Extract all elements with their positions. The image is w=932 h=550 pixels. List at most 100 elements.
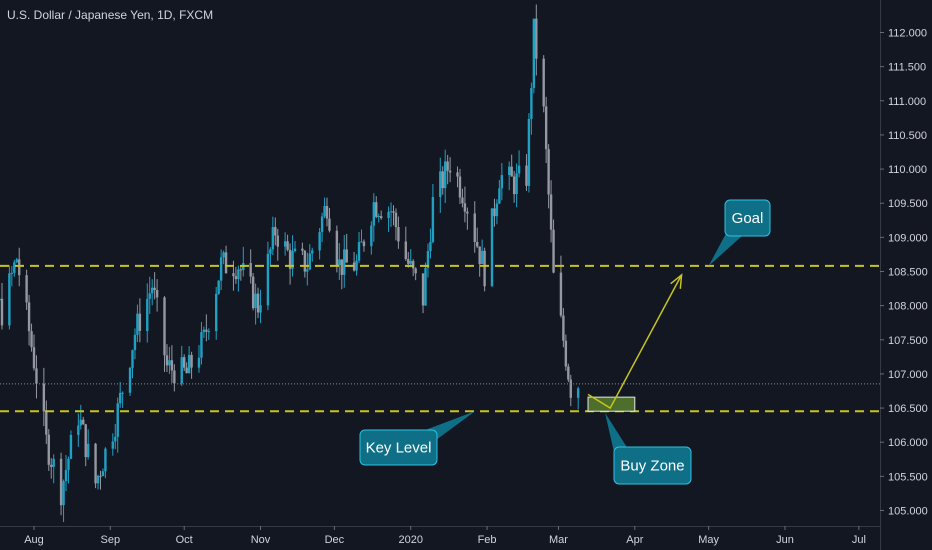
candle-body (197, 357, 201, 368)
candle-body (466, 211, 469, 214)
y-tick-label: 112.000 (888, 28, 927, 40)
x-tick-label: 2020 (398, 534, 422, 546)
y-tick-label: 110.000 (888, 164, 927, 176)
candle-body (163, 297, 166, 356)
candle-body (444, 161, 447, 189)
candle-body (0, 298, 4, 326)
candle-body (79, 419, 82, 426)
candle-body (414, 268, 417, 274)
candle-body (375, 202, 378, 217)
candle-body (456, 172, 459, 177)
candles-layer (0, 4, 580, 523)
candle-body (138, 313, 142, 331)
candle-body (286, 241, 289, 250)
candle-body (202, 329, 206, 333)
candle-body (515, 173, 518, 195)
candle-body (338, 259, 341, 266)
candle-body (372, 202, 375, 226)
candle-body (567, 366, 570, 380)
buy-zone-callout-box (613, 446, 692, 485)
candle-body (559, 272, 563, 316)
candle-body (146, 298, 149, 331)
x-tick-label: Feb (478, 534, 497, 546)
candle-body (301, 248, 304, 251)
candle-body (311, 250, 314, 254)
candle-body (155, 289, 159, 298)
candle-body (431, 197, 435, 242)
price-scale-panel (880, 0, 932, 550)
candle-body (421, 273, 425, 306)
candle-body (173, 370, 176, 384)
candle-body (345, 249, 348, 263)
x-tick-label: Sep (101, 534, 121, 546)
candle-body (325, 205, 329, 219)
candle-body (490, 208, 494, 287)
y-tick-label: 107.500 (888, 335, 928, 347)
candle-body (293, 248, 297, 252)
candle-body (397, 227, 400, 242)
candle-body (136, 313, 139, 335)
candle-body (355, 260, 358, 271)
candle-body (50, 464, 53, 467)
candle-body (121, 392, 124, 394)
candle-body (308, 253, 311, 270)
y-tick-label: 109.500 (888, 198, 928, 210)
candle-body (426, 251, 430, 269)
candle-body (153, 287, 156, 290)
candle-body (232, 273, 235, 277)
candle-body (254, 293, 257, 309)
y-tick-label: 107.000 (888, 369, 928, 381)
candle-body (59, 458, 63, 506)
candle-body (266, 253, 270, 306)
candle-body (251, 276, 255, 309)
candle-body (128, 367, 132, 393)
candle-body (215, 293, 218, 332)
key-level-callout-box (359, 429, 438, 466)
x-tick-label: Aug (24, 534, 44, 546)
x-tick-label: Oct (176, 534, 193, 546)
candle-body (441, 171, 444, 189)
candle-body (62, 481, 65, 506)
candle-body (32, 347, 36, 369)
candle-body (303, 250, 307, 272)
candle-body (116, 403, 119, 437)
candle-body (276, 235, 279, 247)
x-tick-label: Dec (325, 534, 345, 546)
projection-arrow-head (670, 273, 683, 289)
candle-body (379, 216, 383, 219)
goal-callout-text: Goal (732, 210, 764, 227)
candle-body (357, 242, 361, 261)
candle-body (535, 18, 538, 59)
candle-body (404, 241, 408, 260)
candle-body (239, 269, 243, 271)
projection-arrow-line (587, 274, 683, 410)
candle-body (476, 241, 479, 247)
candle-body (288, 249, 292, 269)
candle-body (118, 392, 122, 404)
candle-body (52, 458, 55, 467)
candle-body (25, 275, 28, 303)
candle-body (180, 357, 183, 384)
candle-body (82, 419, 85, 425)
candle-body (133, 334, 137, 351)
candle-body (360, 241, 363, 243)
y-tick-label: 108.500 (888, 267, 928, 279)
candle-body (493, 208, 496, 217)
candle-body (15, 259, 18, 263)
candle-body (439, 171, 442, 198)
candle-body (512, 176, 516, 195)
candle-body (306, 269, 309, 272)
candle-body (45, 411, 48, 435)
candle-body (271, 227, 275, 250)
candle-body (170, 360, 174, 371)
candle-body (461, 197, 464, 204)
goal-callout-box (724, 199, 771, 237)
candle-body (185, 367, 188, 374)
candle-body (234, 276, 238, 280)
buy-zone-callout-pointer (605, 412, 628, 452)
candle-body (42, 383, 46, 412)
candle-body (320, 216, 324, 233)
